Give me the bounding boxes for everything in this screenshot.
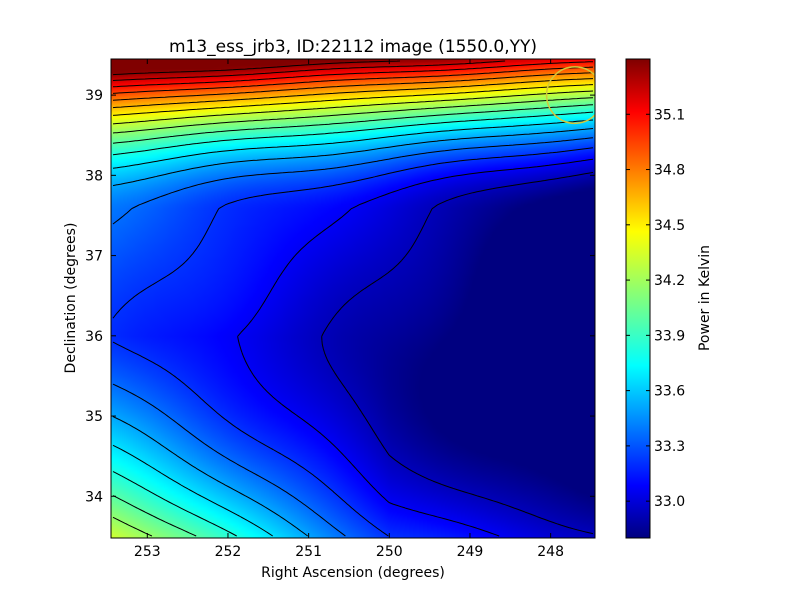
contour-line [112,111,594,537]
contour-line [112,128,594,537]
contour-line [112,104,594,537]
plot-frame [110,58,596,539]
colorbar-tick-label: 34.5 [654,218,685,234]
y-tick-label: 36 [85,329,103,345]
x-axis: 253 252 251 250 249 248 [134,59,564,560]
contour-line [112,147,594,537]
contour-line [112,60,401,76]
x-tick-label: 251 [295,544,322,560]
x-tick-label: 249 [457,544,484,560]
y-tick-label: 37 [85,249,103,265]
x-tick-label: 252 [215,544,242,560]
colorbar-tick-label: 34.8 [654,163,685,179]
y-tick-label: 34 [85,489,103,505]
heatmap [111,59,595,538]
contour-lines [112,60,594,537]
y-axis-label: Declination (degrees) [63,223,79,374]
contour-line [112,78,594,109]
x-tick-label: 250 [376,544,403,560]
contour-line [112,66,594,94]
y-tick-label: 39 [85,88,103,104]
y-tick-label: 38 [85,168,103,184]
x-tick-label: 248 [537,544,564,560]
colorbar-tick-label: 33.3 [654,439,685,455]
contour-line [112,84,594,116]
contour-line [321,171,594,535]
contour-line [112,60,506,81]
colorbar-label: Power in Kelvin [697,245,713,351]
contour-line [112,90,594,125]
source-marker [545,66,595,125]
colorbar-tick-label: 35.1 [654,107,685,123]
heatmap-image [111,59,595,538]
colorbar-tick-label: 33.0 [654,494,685,510]
chart-title: m13_ess_jrb3, ID:22112 image (1550.0,YY) [169,37,537,57]
colorbar-tick-label: 33.9 [654,328,685,344]
contour-line [112,72,594,101]
colorbar-ticks: 33.0 33.3 33.6 33.9 34.2 34.5 34.8 35.1 [626,107,685,510]
colorbar-tick-label: 34.2 [654,273,685,289]
contour-line [112,97,594,537]
y-tick-label: 35 [85,409,103,425]
contour-line [112,61,594,88]
colorbar-frame [625,58,651,539]
colorbar-tick-label: 33.6 [654,384,685,400]
x-tick-label: 253 [134,544,161,560]
contour-line [237,158,594,537]
y-axis: 34 35 36 37 38 39 [85,88,595,505]
contour-line [112,137,594,537]
colorbar [626,59,650,538]
contour-line [112,119,594,537]
x-axis-label: Right Ascension (degrees) [261,565,445,581]
